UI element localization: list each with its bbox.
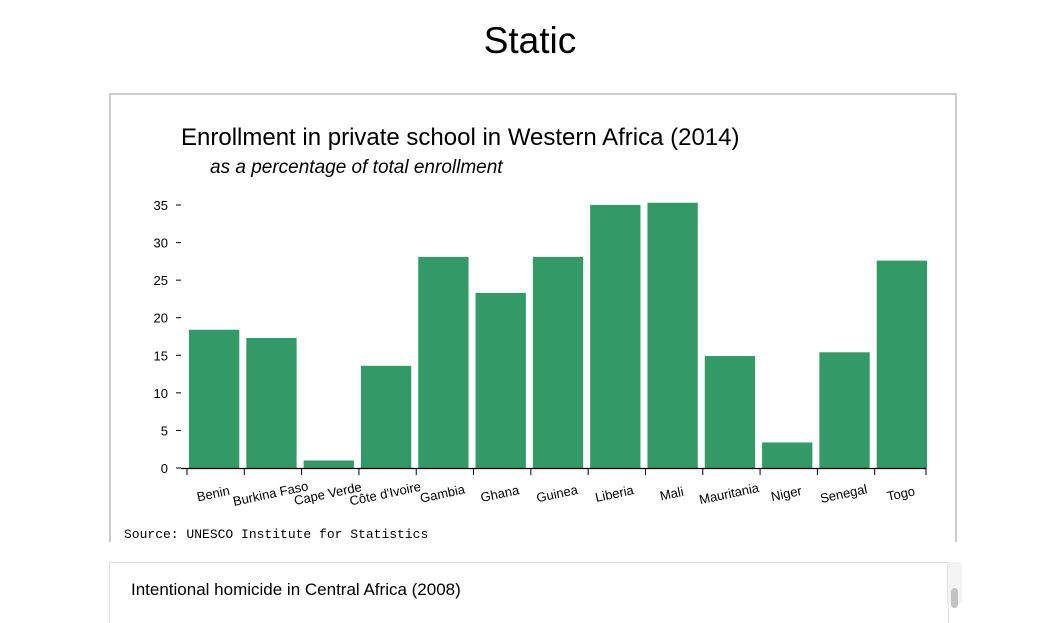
x-tick-label: Liberia xyxy=(594,482,636,505)
bar xyxy=(762,442,813,468)
x-tick-label: Gambia xyxy=(419,481,467,505)
y-tick-label: 15 xyxy=(154,348,168,363)
chart-subtitle: as a percentage of total enrollment xyxy=(210,157,503,178)
chart-title: Enrollment in private school in Western … xyxy=(181,124,739,151)
bar xyxy=(876,260,927,468)
y-tick-label: 20 xyxy=(154,311,168,326)
bars xyxy=(189,202,927,468)
bar xyxy=(246,338,297,468)
page-heading: Static xyxy=(483,20,577,61)
x-tick-label: Ghana xyxy=(479,482,521,505)
bar-chart: Enrollment in private school in Western … xyxy=(154,124,927,509)
y-tick-label: 0 xyxy=(161,461,168,476)
y-tick-label: 35 xyxy=(154,198,168,213)
x-tick-label: Togo xyxy=(886,483,917,504)
bar xyxy=(704,356,756,468)
scrollbar-thumb[interactable] xyxy=(951,588,958,608)
x-tick-label: Guinea xyxy=(535,482,580,506)
scrollbar[interactable] xyxy=(947,562,962,608)
y-tick-label: 10 xyxy=(154,386,168,401)
y-tick-label: 30 xyxy=(154,236,168,251)
bar xyxy=(647,202,698,468)
x-tick-label: Niger xyxy=(770,483,804,504)
bar xyxy=(418,256,469,468)
x-tick-label: Mauritania xyxy=(698,480,761,507)
source-note: Source: UNESCO Institute for Statistics xyxy=(124,527,429,542)
second-chart-title: Intentional homicide in Central Africa (… xyxy=(131,580,461,599)
bar xyxy=(360,365,412,468)
y-tick-label: 25 xyxy=(154,273,168,288)
bar xyxy=(303,460,354,468)
y-axis: 0 5 10 15 20 25 30 35 xyxy=(154,198,181,476)
bar xyxy=(475,292,526,468)
x-tick-label: Benin xyxy=(195,483,231,505)
bar xyxy=(819,352,870,468)
bar xyxy=(590,205,641,468)
second-chart-card: Intentional homicide in Central Africa (… xyxy=(109,562,949,623)
bar xyxy=(189,329,240,468)
x-tick-label: Mali xyxy=(658,484,685,504)
bar xyxy=(532,256,584,468)
chart-card-cutoff xyxy=(100,542,980,562)
y-tick-label: 5 xyxy=(161,423,168,438)
x-tick-label: Senegal xyxy=(819,481,869,506)
